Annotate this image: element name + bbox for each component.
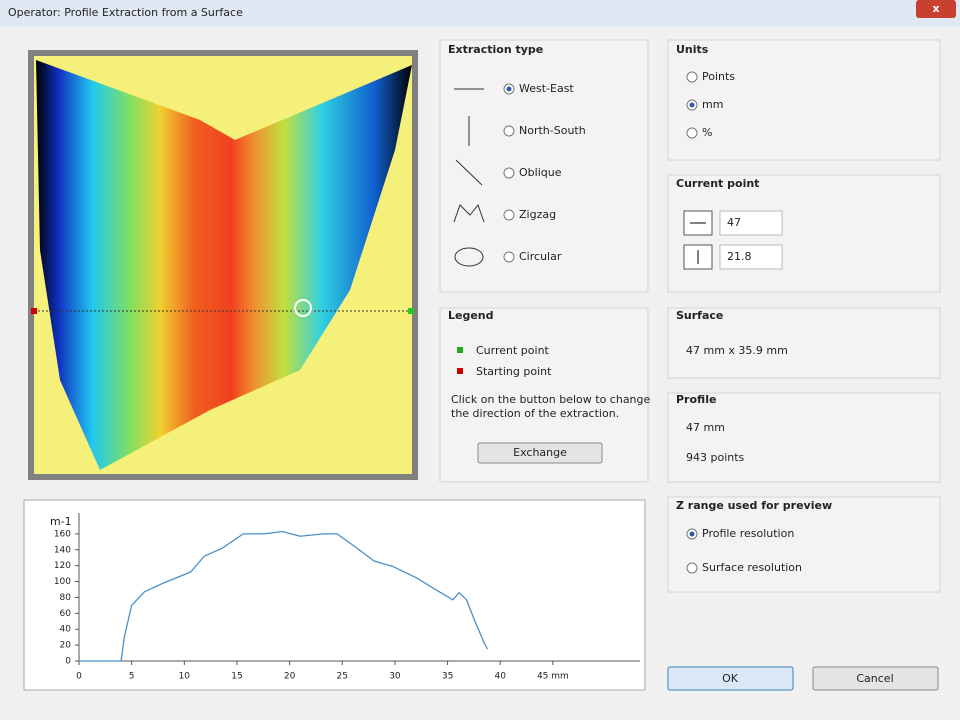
group-title: Profile	[676, 393, 716, 406]
button-label: Exchange	[513, 446, 567, 459]
y-input[interactable]	[719, 244, 783, 270]
radio-dot	[689, 102, 695, 108]
radio[interactable]	[503, 251, 515, 263]
button-label: OK	[722, 672, 739, 685]
y-axis-label: m-1	[50, 515, 72, 528]
extraction-icons	[453, 88, 485, 267]
starting-point	[31, 308, 37, 314]
group-title: Current point	[676, 177, 759, 190]
y-tick-label: 0	[65, 657, 71, 667]
units-group	[667, 39, 941, 161]
radio-label: Surface resolution	[702, 561, 802, 574]
exchange-button[interactable]	[477, 442, 603, 464]
surface-size: 47 mm x 35.9 mm	[686, 344, 788, 357]
x-input[interactable]	[719, 210, 783, 236]
radio-label: %	[702, 126, 712, 139]
legend-item: Current point	[476, 344, 550, 357]
ok-button[interactable]	[667, 666, 794, 691]
radio[interactable]	[503, 167, 515, 179]
radio-label: West-East	[519, 82, 574, 95]
y-tick-label: 160	[54, 529, 71, 539]
x-tick-label: 20	[284, 672, 296, 682]
note: the direction of the extraction.	[451, 407, 619, 420]
close-icon: x	[932, 2, 939, 15]
radio[interactable]	[686, 562, 698, 574]
profile-line	[79, 530, 489, 662]
x-tick-label: 40	[494, 672, 506, 682]
profile-group	[667, 392, 941, 483]
group-title: Z range used for preview	[676, 499, 832, 512]
radio[interactable]	[686, 127, 698, 139]
group-title: Legend	[448, 309, 494, 322]
radio-label: Zigzag	[519, 208, 556, 221]
radio-dot	[506, 86, 512, 92]
group-title: Extraction type	[448, 43, 543, 56]
z-range-group	[667, 496, 941, 593]
start-swatch	[457, 368, 463, 374]
radio[interactable]	[503, 209, 515, 221]
x-tick-label: 5	[129, 672, 135, 682]
x-tick-label: 30	[389, 672, 401, 682]
radio-label: Circular	[519, 250, 562, 263]
profile-length: 47 mm	[686, 421, 725, 434]
radio-dot	[689, 531, 695, 537]
close-button[interactable]	[916, 0, 956, 18]
surface-group	[667, 307, 941, 379]
surface-heatmap	[36, 60, 412, 470]
current-point-group	[667, 174, 941, 293]
group-title: Surface	[676, 309, 723, 322]
legend-item: Starting point	[476, 365, 552, 378]
current-point	[408, 308, 414, 314]
group-title: Units	[676, 43, 709, 56]
radio-label: mm	[702, 98, 723, 111]
profile-points: 943 points	[686, 451, 745, 464]
profile-chart	[23, 499, 646, 691]
title-bar	[0, 0, 960, 26]
radio-label: Oblique	[519, 166, 562, 179]
x-tick-label: 25	[337, 672, 348, 682]
y-tick-label: 140	[54, 545, 71, 555]
y-tick-label: 20	[60, 641, 72, 651]
y-tick-label: 60	[60, 609, 72, 619]
window-title: Operator: Profile Extraction from a Surf…	[8, 6, 243, 19]
button-label: Cancel	[856, 672, 893, 685]
extraction-type-group	[439, 39, 649, 293]
note: Click on the button below to change	[451, 393, 651, 406]
x-tick-label: 0	[76, 672, 82, 682]
cursor	[294, 299, 312, 317]
x-tick-label: 15	[231, 672, 242, 682]
y-tick-label: 80	[60, 593, 72, 603]
y-tick-label: 120	[54, 561, 71, 571]
radio-label: Profile resolution	[702, 527, 794, 540]
radio[interactable]	[503, 125, 515, 137]
x-tick-label: 35	[442, 672, 453, 682]
current-swatch	[457, 347, 463, 353]
radio-label: Points	[702, 70, 735, 83]
y-tick-label: 40	[60, 625, 72, 635]
x-tick-label: 10	[179, 672, 191, 682]
radio-label: North-South	[519, 124, 586, 137]
x-tick-label: 45 mm	[537, 672, 569, 682]
y-value: 21.8	[727, 250, 752, 263]
x-value: 47	[727, 216, 741, 229]
cancel-button[interactable]	[812, 666, 939, 691]
y-tick-label: 100	[54, 577, 71, 587]
radio[interactable]	[686, 71, 698, 83]
